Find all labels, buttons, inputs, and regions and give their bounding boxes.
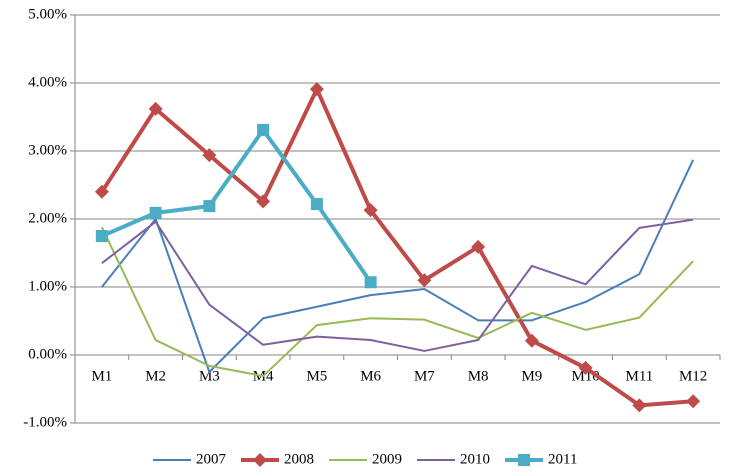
marker [310,198,323,211]
marker [632,398,647,413]
x-tick-label: M8 [468,368,489,384]
marker [253,453,267,467]
legend-label: 2011 [548,451,577,467]
marker [257,123,270,136]
marker [256,194,271,209]
marker [309,82,324,97]
series-line [101,218,694,352]
legend-label: 2010 [460,451,490,467]
x-tick-label: M2 [145,368,166,384]
x-tick-label: M9 [521,368,542,384]
x-tick-label: M12 [679,368,707,384]
legend-label: 2007 [196,451,227,467]
marker [471,239,486,254]
legend-label: 2008 [284,451,314,467]
marker [203,200,216,213]
marker [417,273,432,288]
y-tick-label: 2.00% [28,210,67,226]
series-line [101,159,695,373]
marker [94,184,109,199]
x-tick-label: M3 [199,368,220,384]
marker [686,394,701,409]
x-tick-label: M6 [360,368,381,384]
y-tick-label: 0.00% [28,346,67,362]
marker [578,360,593,375]
series-line [100,87,694,408]
marker [95,230,108,242]
marker [149,206,162,219]
x-tick-label: M11 [625,368,653,384]
marker [524,333,539,348]
series-line [100,226,694,378]
marker [518,454,530,466]
series-line [101,127,373,284]
y-tick-label: 4.00% [28,74,67,90]
y-tick-label: 5.00% [28,6,67,22]
x-tick-label: M7 [414,368,435,384]
x-tick-label: M5 [306,368,327,384]
x-tick-label: M1 [91,368,112,384]
marker [148,101,163,116]
legend-label: 2009 [372,451,402,467]
marker [202,148,217,163]
y-tick-label: 3.00% [28,142,67,158]
y-tick-label: -1.00% [23,414,67,430]
y-tick-label: 1.00% [28,278,67,294]
marker [364,276,377,289]
marker [363,203,378,218]
